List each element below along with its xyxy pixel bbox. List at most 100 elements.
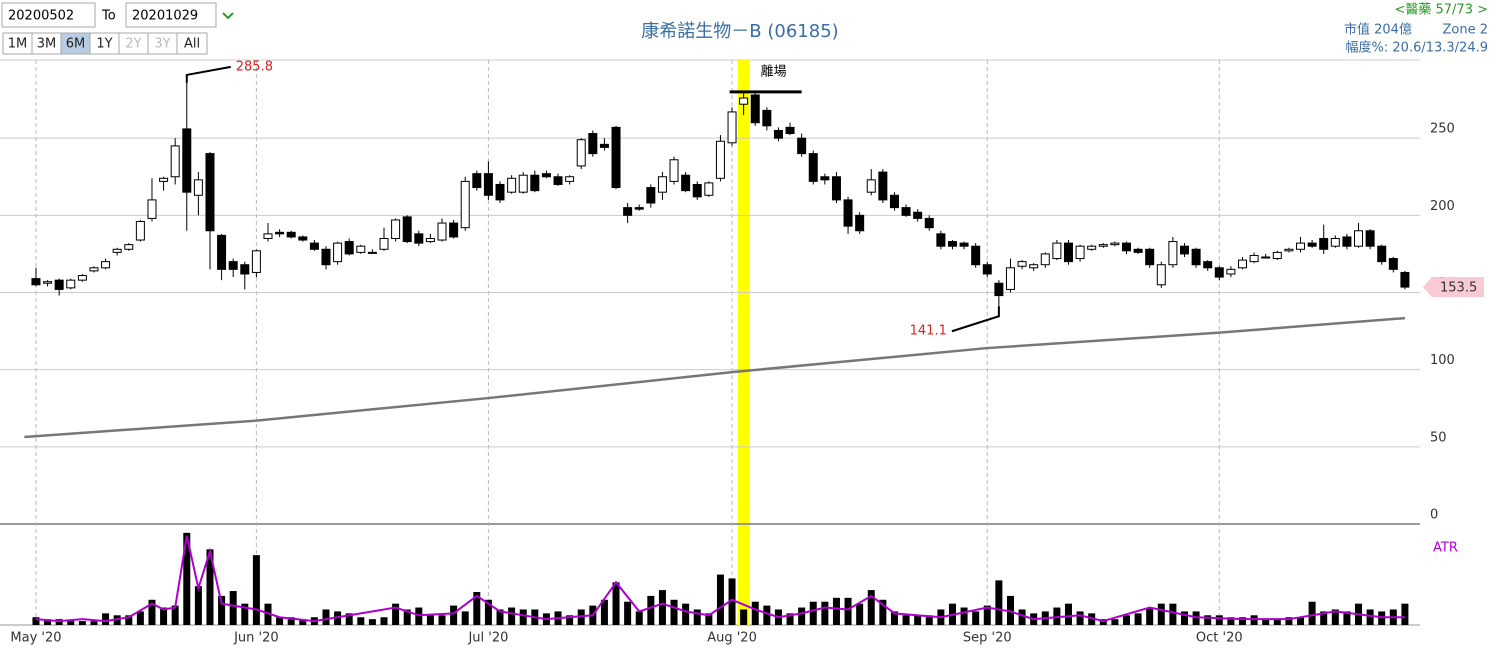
volume-bar — [716, 574, 724, 625]
range-label: 6M — [66, 37, 86, 52]
candle-body — [1005, 267, 1015, 290]
volume-bar — [798, 607, 806, 625]
volume-bar — [890, 611, 898, 625]
candle-body — [1133, 248, 1143, 253]
volume-bar — [380, 617, 388, 625]
candle-body — [623, 207, 633, 216]
range-label: 2Y — [125, 37, 141, 52]
volume-bar — [473, 592, 481, 625]
candle-body — [855, 214, 865, 232]
candle-body — [831, 176, 841, 201]
volume-bar — [647, 595, 655, 625]
candle-body — [1191, 248, 1201, 266]
candle-body — [309, 242, 319, 250]
x-tick-label: Aug '20 — [707, 631, 757, 646]
volume-bar — [496, 609, 504, 625]
from-date-input[interactable] — [1, 2, 96, 28]
candle-body — [1063, 242, 1073, 263]
candle-body — [1226, 268, 1236, 275]
candle-body — [1203, 261, 1213, 269]
market-cap: 市值 204億 — [1344, 22, 1412, 38]
candle-body — [727, 111, 737, 144]
volume-bar — [624, 601, 632, 625]
candle-body — [414, 233, 424, 244]
volume-bar — [821, 601, 829, 625]
volume-bar — [438, 615, 446, 625]
candle-body — [1098, 244, 1108, 247]
confirm-icon[interactable] — [222, 12, 234, 20]
candle-body — [889, 194, 899, 209]
volume-bar — [960, 607, 968, 625]
volume-bar — [252, 555, 260, 625]
candle-body — [1040, 253, 1050, 266]
volume-bar — [1297, 617, 1305, 625]
candle-body — [1017, 261, 1027, 267]
candle-body — [472, 173, 482, 189]
candle-body — [715, 140, 725, 179]
volume-bar — [1320, 611, 1328, 625]
candle-body — [356, 245, 366, 253]
to-label: To — [101, 9, 116, 24]
candle-body — [240, 264, 250, 275]
candle-body — [646, 187, 656, 204]
volume-bar — [1064, 603, 1072, 625]
volume-bar — [1273, 619, 1281, 625]
volume-bar — [786, 613, 794, 625]
volume-bar — [763, 605, 771, 625]
volume-bar — [740, 609, 748, 625]
range-button[interactable] — [176, 32, 208, 55]
candle-body — [773, 129, 783, 139]
volume-bar — [1343, 611, 1351, 625]
volume-bar — [218, 595, 226, 625]
volume-bar — [461, 611, 469, 625]
candle-body — [1145, 248, 1155, 266]
candle-body — [518, 174, 528, 193]
candle-body — [588, 133, 598, 155]
candle-body — [1249, 254, 1259, 263]
volume-bar — [299, 619, 307, 625]
candle-body — [66, 279, 76, 289]
candle-body — [483, 173, 493, 196]
candle-body — [1087, 245, 1097, 250]
candle-body — [1400, 271, 1410, 288]
candle-body — [228, 261, 238, 270]
candle-body — [936, 233, 946, 247]
candle-body — [1052, 242, 1062, 260]
y-tick-label: 0 — [1430, 508, 1438, 523]
candle-body — [611, 126, 621, 189]
y-tick-label: 200 — [1430, 199, 1455, 214]
candle-body — [1272, 251, 1282, 260]
range-label: All — [184, 37, 200, 52]
from-date: 20200502 — [8, 9, 74, 24]
candle-body — [541, 173, 551, 178]
x-tick-label: Oct '20 — [1196, 631, 1243, 646]
volume-bar — [612, 582, 620, 625]
volume-bar — [125, 615, 133, 625]
range-label: 3M — [37, 37, 57, 52]
volume-bar — [287, 617, 295, 625]
volume-bar — [1239, 617, 1246, 625]
y-tick-label: 250 — [1430, 122, 1455, 137]
volume-bar — [345, 613, 353, 625]
volume-bar — [194, 586, 202, 625]
volume-bar — [148, 599, 156, 625]
chart-title: 康希諾生物－B (06185) — [641, 21, 838, 42]
volume-bar — [1215, 615, 1223, 625]
candle-body — [43, 281, 53, 284]
volume-bar — [90, 621, 98, 625]
volume-bar — [508, 607, 516, 625]
candle-body — [1238, 259, 1247, 269]
volume-bar — [484, 599, 492, 625]
sector[interactable]: <醫藥 57/73 > — [1394, 3, 1488, 18]
candle-body — [425, 237, 435, 243]
volume-bar — [705, 613, 713, 625]
volume-bar — [368, 619, 376, 625]
candle-body — [449, 222, 459, 238]
volume-bar — [844, 597, 852, 625]
candle-body — [101, 261, 111, 269]
volume-bar — [972, 611, 980, 625]
candle-body — [692, 183, 702, 198]
to-date-input[interactable] — [125, 2, 217, 28]
candle-body — [913, 211, 923, 219]
